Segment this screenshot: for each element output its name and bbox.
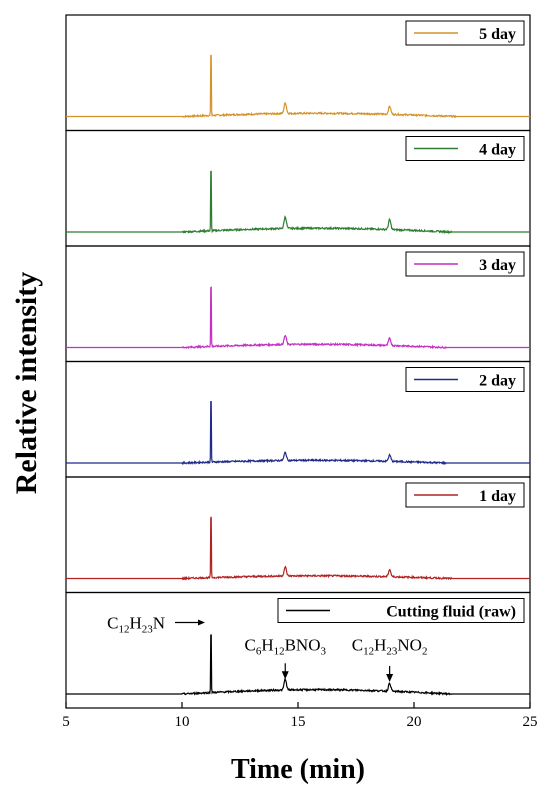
annotation-label: C12H23NO2 [352, 636, 428, 658]
annotation-2: C6H12BNO3 [244, 636, 327, 680]
legend-label: 3 day [479, 257, 516, 274]
annotations: C12H23N C6H12BNO3 C12H23NO2 [107, 614, 427, 682]
legend-1: 5 day [405, 20, 525, 46]
panels: 5 day 4 day 3 day 2 day 1 day Cutting fluid (… [65, 14, 531, 709]
legend-5: 1 day [405, 482, 525, 508]
annotation-3: C12H23NO2 [352, 636, 428, 682]
x-tick-label: 5 [62, 714, 70, 730]
y-axis-label: Relative intensity [10, 272, 43, 494]
legend-label: 2 day [479, 373, 516, 390]
annotation-label: C6H12BNO3 [244, 636, 326, 658]
legend-label: 4 day [479, 142, 516, 159]
legend-label: Cutting fluid (raw) [386, 604, 516, 621]
x-tick-label: 25 [523, 714, 538, 730]
annotation-1: C12H23N [107, 614, 205, 636]
panel-1: 5 day [65, 14, 531, 132]
annotation-arrowhead [281, 671, 289, 680]
x-axis-ticks: 5 10 15 20 25 [62, 702, 538, 730]
panel-5: 1 day [65, 476, 531, 594]
series-line [66, 401, 530, 466]
series-line [66, 516, 530, 581]
x-tick-label: 15 [291, 714, 306, 730]
legend-3: 3 day [405, 251, 525, 277]
panel-6: Cutting fluid (raw) [65, 591, 531, 709]
legend-2: 4 day [405, 136, 525, 161]
series-line [66, 286, 530, 350]
legend-label: 1 day [479, 488, 516, 505]
panel-4: 2 day [65, 360, 531, 478]
panel-3: 3 day [65, 245, 531, 363]
series-line [66, 634, 530, 697]
annotation-label: C12H23N [107, 614, 165, 636]
legend-label: 5 day [479, 26, 516, 43]
series-line [66, 170, 530, 235]
x-tick-label: 20 [407, 714, 422, 730]
x-tick-label: 10 [175, 714, 190, 730]
legend-6: Cutting fluid (raw) [277, 598, 525, 623]
annotation-arrowhead [386, 673, 394, 682]
legend-4: 2 day [405, 367, 525, 392]
panel-2: 4 day [65, 129, 531, 247]
annotation-arrowhead [198, 619, 205, 626]
x-axis-label: Time (min) [231, 754, 365, 785]
series-line [66, 54, 530, 119]
